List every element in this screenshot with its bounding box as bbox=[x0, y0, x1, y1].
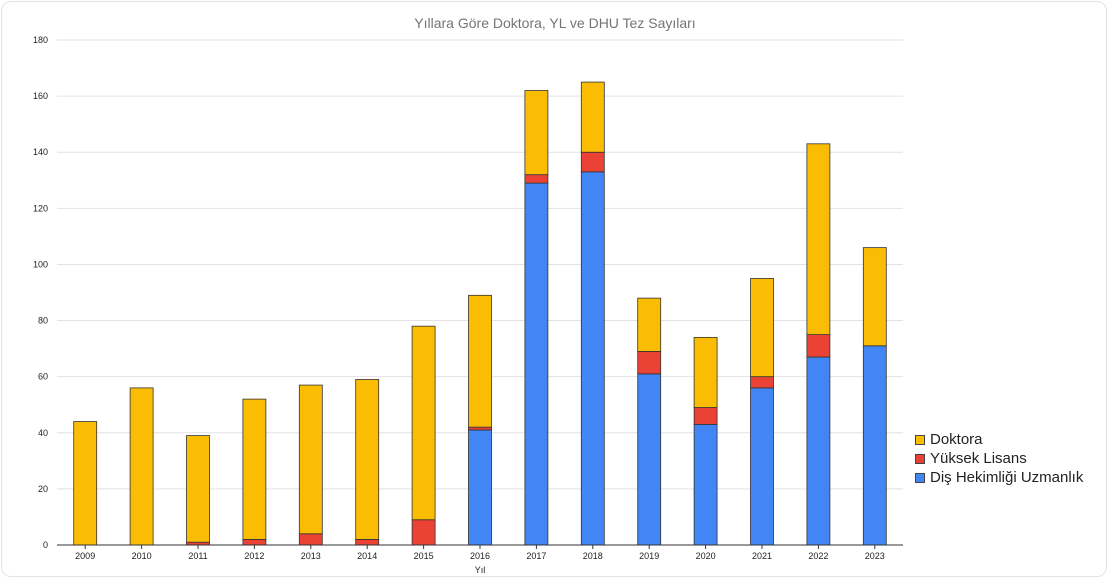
bar-segment bbox=[411, 519, 436, 546]
y-tick-label: 160 bbox=[33, 91, 48, 101]
bar-segment bbox=[806, 143, 831, 335]
bar-segment bbox=[468, 426, 492, 431]
legend-item-doktora: Doktora bbox=[915, 430, 1083, 449]
bar-segment bbox=[468, 294, 492, 428]
y-tick-label: 20 bbox=[38, 484, 48, 494]
bar-segment bbox=[355, 379, 380, 540]
x-tick-label: 2021 bbox=[752, 551, 772, 561]
bar-segment bbox=[862, 345, 887, 546]
x-tick-label: 2012 bbox=[244, 551, 264, 561]
bar-segment bbox=[411, 325, 436, 521]
bar-segment bbox=[580, 171, 605, 546]
x-tick-label: 2020 bbox=[696, 551, 716, 561]
bar-segment bbox=[750, 376, 774, 389]
x-tick-label: 2018 bbox=[583, 551, 603, 561]
x-tick-label: 2014 bbox=[357, 551, 377, 561]
bar-segment bbox=[524, 182, 549, 546]
bar-segment bbox=[637, 351, 662, 375]
bar-segment bbox=[806, 334, 831, 358]
legend-item-yuksek-lisans: Yüksek Lisans bbox=[915, 449, 1083, 468]
bar-segment bbox=[750, 387, 774, 546]
bar-segment bbox=[862, 247, 887, 347]
bar-segment bbox=[355, 538, 380, 546]
x-tick-label: 2013 bbox=[301, 551, 321, 561]
legend: Doktora Yüksek Lisans Diş Hekimliği Uzma… bbox=[915, 430, 1083, 487]
chart-title: Yıllara Göre Doktora, YL ve DHU Tez Sayı… bbox=[414, 15, 696, 31]
bar-segment bbox=[524, 90, 549, 176]
bars bbox=[73, 81, 887, 546]
bar-segment bbox=[580, 151, 605, 173]
bar-segment bbox=[129, 387, 154, 546]
x-tick-label: 2019 bbox=[639, 551, 659, 561]
bar-segment bbox=[637, 297, 662, 352]
bar-segment bbox=[693, 423, 718, 546]
legend-label-yuksek-lisans: Yüksek Lisans bbox=[930, 450, 1027, 467]
x-axis-ticks: 2009 2010 2011 2012 2013 2014 2015 2016 2017 2018… bbox=[75, 545, 885, 561]
y-tick-label: 0 bbox=[43, 540, 48, 550]
bar-segment bbox=[468, 429, 492, 546]
x-tick-label: 2017 bbox=[526, 551, 546, 561]
legend-swatch-dhu bbox=[915, 472, 925, 483]
bar-segment bbox=[242, 398, 267, 540]
x-tick-label: 2016 bbox=[470, 551, 490, 561]
bar-segment bbox=[637, 373, 662, 546]
legend-item-dhu: Diş Hekimliği Uzmanlık bbox=[915, 468, 1083, 487]
x-tick-label: 2015 bbox=[414, 551, 434, 561]
bar-segment bbox=[750, 278, 774, 378]
legend-label-dhu: Diş Hekimliği Uzmanlık bbox=[930, 469, 1084, 486]
x-tick-label: 2009 bbox=[75, 551, 95, 561]
bar-segment bbox=[186, 435, 210, 543]
bar-segment bbox=[580, 81, 605, 153]
bar-segment bbox=[806, 356, 831, 546]
x-tick-label: 2011 bbox=[188, 551, 207, 561]
bar-segment bbox=[524, 174, 549, 184]
y-tick-label: 60 bbox=[38, 372, 48, 382]
bar-segment bbox=[693, 336, 718, 408]
legend-swatch-doktora bbox=[915, 434, 925, 445]
y-tick-label: 40 bbox=[38, 428, 48, 438]
bar-segment bbox=[73, 421, 98, 546]
y-tick-label: 120 bbox=[33, 203, 48, 213]
legend-swatch-yuksek-lisans bbox=[915, 453, 925, 464]
y-axis-ticks: 0 20 40 60 80 100 120 140 160 180 bbox=[33, 35, 48, 550]
legend-label-doktora: Doktora bbox=[930, 431, 983, 448]
x-tick-label: 2022 bbox=[808, 551, 828, 561]
bar-segment bbox=[242, 538, 267, 546]
x-axis-label: Yıl bbox=[475, 565, 486, 575]
y-tick-label: 140 bbox=[33, 147, 48, 157]
bar-segment bbox=[298, 384, 323, 535]
y-tick-label: 80 bbox=[38, 316, 48, 326]
x-tick-label: 2010 bbox=[132, 551, 152, 561]
bar-segment bbox=[298, 533, 323, 546]
x-tick-label: 2023 bbox=[865, 551, 885, 561]
bar-segment bbox=[693, 407, 718, 425]
y-tick-label: 100 bbox=[33, 259, 48, 269]
y-tick-label: 180 bbox=[33, 35, 48, 45]
